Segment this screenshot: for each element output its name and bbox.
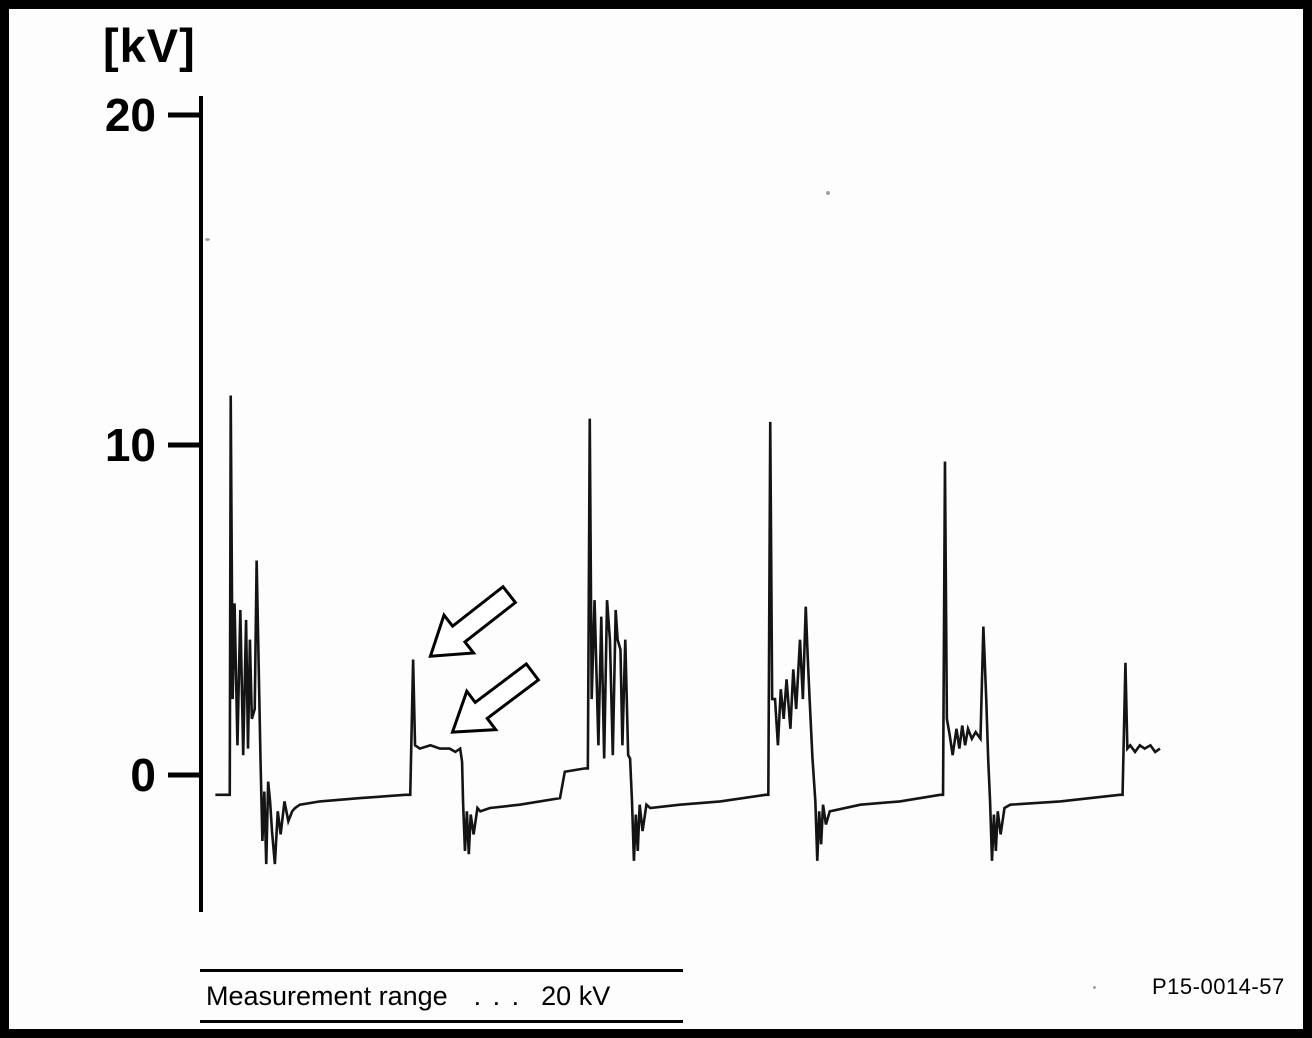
y-axis-tick-label: 10 <box>105 419 156 471</box>
y-axis-tick-label: 20 <box>105 89 156 141</box>
scan-speck <box>1093 986 1096 989</box>
annotation-arrow-icon <box>428 584 518 658</box>
caption-separator: . . . <box>473 980 522 1011</box>
caption-value: 20 kV <box>541 980 611 1011</box>
annotation-arrow-icon <box>450 661 541 734</box>
y-axis-tick-label: 0 <box>130 749 156 801</box>
scan-speck <box>205 238 210 241</box>
scan-speck <box>826 191 830 195</box>
caption: Measurement range . . . 20 kV <box>200 969 683 1023</box>
voltage-trace <box>215 395 1161 865</box>
y-axis-unit-label: [kV] <box>103 19 196 72</box>
reference-number: P15-0014-57 <box>1152 974 1285 999</box>
caption-label: Measurement range <box>206 980 448 1011</box>
